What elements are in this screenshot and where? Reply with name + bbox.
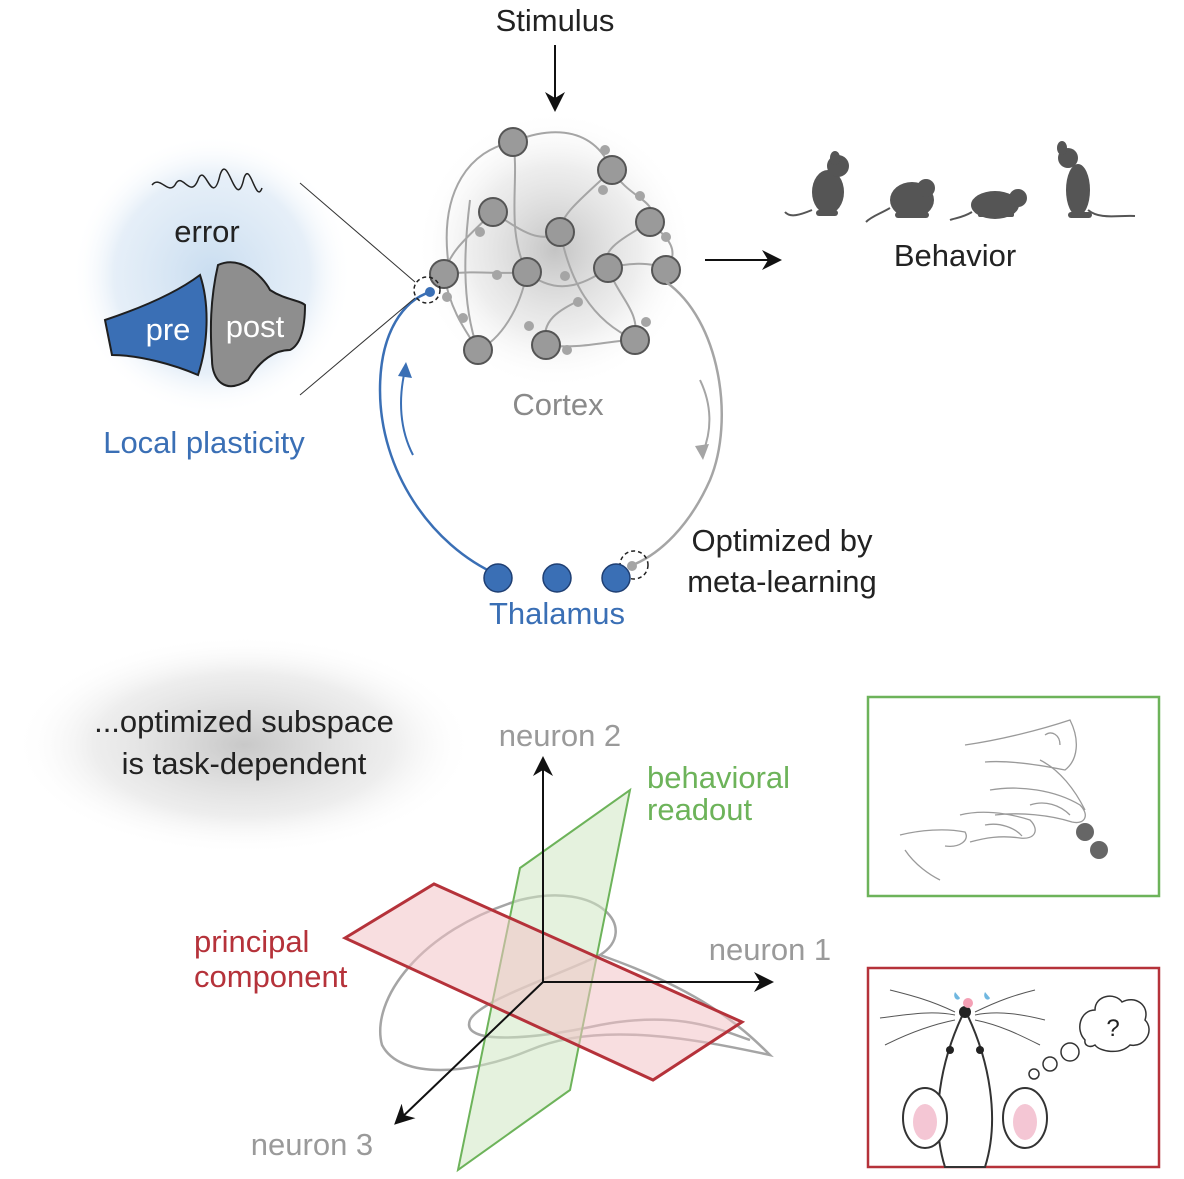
plasticity-glow	[72, 135, 352, 415]
cortex-neuron	[498, 127, 528, 157]
thalamus-neuron	[483, 563, 513, 593]
thalamocortical-path	[378, 290, 499, 577]
mouse-nose-icon	[959, 1006, 971, 1018]
behavior-label: Behavior	[894, 238, 1016, 273]
cortex-neuron	[429, 259, 459, 289]
water-drop-icon	[984, 992, 990, 1000]
mouse-sniffing-icon	[949, 189, 1027, 221]
neuron3-axis	[394, 981, 544, 1125]
question-mark: ?	[1106, 1015, 1119, 1042]
cortex-neuron	[512, 257, 542, 287]
neuron3-label: neuron 3	[251, 1127, 373, 1162]
local-plasticity-inset: error pre post Local plasticity	[72, 135, 416, 460]
decision-task-panel: ?	[866, 966, 1161, 1169]
mice-silhouettes	[784, 141, 1136, 223]
neuron2-label: neuron 2	[499, 718, 621, 753]
cortex-neuron	[620, 325, 650, 355]
neuron1-label: neuron 1	[709, 932, 831, 967]
subspace-glow	[14, 635, 474, 855]
principal-component-label-line1: principal	[194, 924, 309, 959]
error-label: error	[174, 214, 239, 249]
synapse-dot	[425, 287, 435, 297]
cortex-neuron	[651, 255, 681, 285]
cortex-neuron	[597, 155, 627, 185]
post-synapse	[209, 261, 307, 387]
thought-bubble-icon	[1028, 995, 1150, 1080]
pre-label: pre	[146, 312, 191, 347]
cortex-neuron	[531, 330, 561, 360]
mouse-rearing-icon	[784, 151, 849, 217]
behavioral-readout-label-line1: behavioral	[647, 760, 790, 795]
cortex-neuron	[593, 253, 623, 283]
cortex-neuron	[545, 217, 575, 247]
cortex-neuron	[478, 197, 508, 227]
cortex-network	[415, 110, 695, 390]
stimulus-label: Stimulus	[496, 3, 615, 38]
corticothalamic-path	[629, 280, 723, 568]
post-label: post	[226, 309, 285, 344]
local-plasticity-label: Local plasticity	[103, 425, 305, 460]
pellet-icon	[1076, 823, 1094, 841]
thalamus-neuron	[601, 563, 631, 593]
principal-component-label-line2: component	[194, 959, 348, 994]
reaching-hands-sketch	[899, 719, 1086, 881]
mouse-standing-icon	[1057, 141, 1136, 218]
thalamus-label: Thalamus	[489, 596, 625, 631]
thalamocortical-arrow	[400, 369, 414, 456]
reaching-task-frame	[866, 695, 1161, 898]
behavioral-readout-label-line2: readout	[647, 792, 753, 827]
cortex-neuron	[635, 207, 665, 237]
synapse-highlight	[413, 276, 441, 304]
optimized-label-line1: Optimized by	[692, 523, 873, 558]
subspace-label-line1: ...optimized subspace	[94, 704, 394, 739]
error-signal-icon	[151, 168, 263, 193]
synapse-dot	[627, 561, 637, 571]
mouse-crouching-icon	[865, 179, 935, 223]
cortex-neuron	[463, 335, 493, 365]
optimized-label-line2: meta-learning	[687, 564, 877, 599]
cortex-glow	[415, 110, 695, 390]
cortex-label: Cortex	[512, 387, 604, 422]
water-drop-icon	[954, 992, 960, 1000]
reaching-task-panel	[866, 695, 1161, 898]
mouse-head-icon	[879, 989, 1048, 1168]
thalamus-neuron	[542, 563, 572, 593]
pellet-icon	[1090, 841, 1108, 859]
corticothalamic-arrow	[699, 379, 711, 453]
subspace-label-line2: is task-dependent	[122, 746, 367, 781]
pre-synapse	[103, 273, 208, 377]
